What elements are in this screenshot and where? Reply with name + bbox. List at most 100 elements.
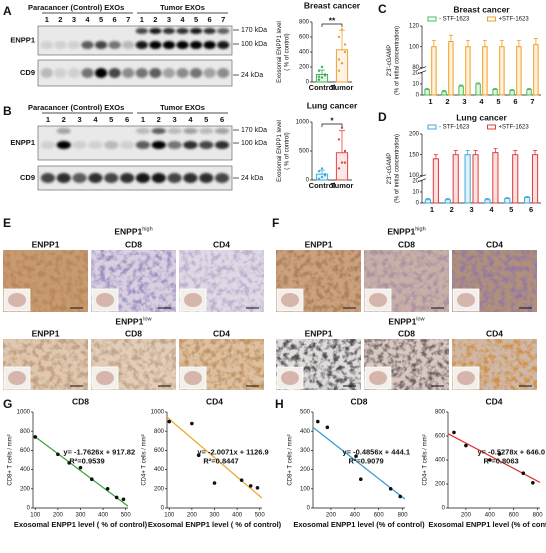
lane-label: 5 (194, 15, 198, 24)
x-tick-label: 100 (30, 513, 41, 519)
blot-band (135, 128, 151, 134)
lane-label: 6 (113, 15, 117, 24)
x-axis-label: Exosomal ENPP1 level ( % of control) (148, 520, 282, 529)
x-tick-label: 100 (164, 513, 175, 519)
blot-band (88, 173, 103, 183)
bar (335, 49, 349, 83)
y-tick-label: 400 (300, 429, 311, 435)
data-point (248, 484, 253, 488)
blot-membrane (37, 59, 233, 87)
fit-line (33, 434, 128, 507)
y-tick-label: 400 (299, 50, 310, 56)
y-tick-label: 600 (20, 448, 31, 454)
data-point (212, 481, 217, 485)
lane-label: 4 (85, 15, 90, 24)
error-bar (319, 169, 325, 175)
y-tick-label: 120 (409, 24, 420, 30)
blot-band (203, 68, 216, 78)
bar (464, 154, 471, 204)
data-point (343, 43, 347, 46)
error-bar (499, 40, 504, 47)
lane-label: 1 (140, 15, 144, 24)
y-axis-label: CD4+ T cells / mm² (423, 434, 429, 485)
stain-label: CD8 (125, 239, 142, 249)
legend-swatch (427, 16, 437, 22)
y-tick-label: 100 (300, 486, 311, 492)
blot-band (167, 141, 182, 149)
inset-tissue (8, 293, 26, 307)
error-bar (482, 40, 487, 47)
y-tick-label: 400 (20, 467, 31, 473)
error-bar (453, 150, 458, 155)
bar (492, 152, 499, 204)
error-bar (510, 89, 515, 91)
blot-band (40, 141, 56, 149)
bar (475, 83, 481, 96)
fit-line (167, 416, 262, 499)
blot-band (67, 41, 81, 49)
y-tick-label: 200 (20, 486, 31, 492)
inset-tissue (457, 371, 475, 385)
lane-label: 2 (157, 115, 161, 124)
bar (444, 199, 451, 204)
panel-label: A (3, 4, 12, 18)
blot-band (40, 173, 56, 183)
data-point (90, 477, 94, 482)
data-point (317, 69, 321, 72)
y-axis-label: ( % of control) (285, 33, 291, 70)
data-point (67, 461, 71, 465)
legend-label: +STF-1623 (499, 125, 530, 131)
blot-band (199, 173, 214, 183)
blot-band (214, 173, 230, 183)
x-tick-label: Tumor (331, 181, 354, 190)
blot-row-label: CD9 (20, 68, 35, 77)
blot-band (183, 128, 198, 134)
bar (335, 152, 349, 181)
blot-band (54, 41, 67, 49)
x-tick-label: 200 (461, 513, 472, 519)
x-tick-label: 4 (489, 205, 494, 214)
panel-label: B (3, 104, 12, 118)
x-tick-label: 400 (350, 513, 361, 519)
blot-band (67, 68, 81, 78)
legend-label: +STF-1623 (499, 17, 530, 23)
inset-tissue (457, 293, 475, 307)
data-point (343, 161, 347, 164)
chart-title: CD4 (485, 396, 502, 406)
axis-break (417, 174, 427, 178)
chart-title: Lung cancer (456, 112, 507, 122)
significance-bracket (321, 23, 343, 27)
data-point (121, 497, 126, 502)
bar (533, 44, 539, 96)
ihc-title: ENPP1 (388, 316, 416, 326)
data-point (239, 478, 244, 482)
y-tick-label: 400 (154, 467, 165, 473)
data-point (337, 58, 341, 61)
inset-tissue (184, 371, 202, 385)
inset-tissue (281, 293, 299, 307)
marker-label: 100 kDa (241, 140, 267, 147)
y-axis-label: (% of initial concentration) (395, 134, 401, 203)
legend-swatch (487, 16, 496, 22)
data-point (343, 50, 347, 54)
y-tick-label: 0 (416, 93, 420, 99)
blot-band (162, 28, 176, 34)
blot-band (151, 128, 166, 134)
x-tick-label: 400 (232, 513, 243, 519)
fit-equation: y= -1.7626x + 917.82 (63, 447, 135, 456)
blot-band (189, 28, 203, 34)
legend-swatch (427, 124, 437, 130)
y-tick-label: 100 (409, 44, 420, 50)
y-tick-label: 0 (416, 201, 420, 207)
data-point (343, 149, 347, 153)
marker-label: 100 kDa (241, 41, 267, 48)
data-point (317, 78, 321, 81)
data-point (317, 75, 321, 78)
panel-label: E (3, 216, 11, 230)
data-point (464, 443, 468, 448)
x-tick-label: 5 (509, 205, 513, 214)
error-bar (459, 84, 464, 87)
blot-band (176, 68, 189, 78)
stain-label: ENPP1 (305, 328, 333, 338)
blot-band (54, 68, 67, 78)
